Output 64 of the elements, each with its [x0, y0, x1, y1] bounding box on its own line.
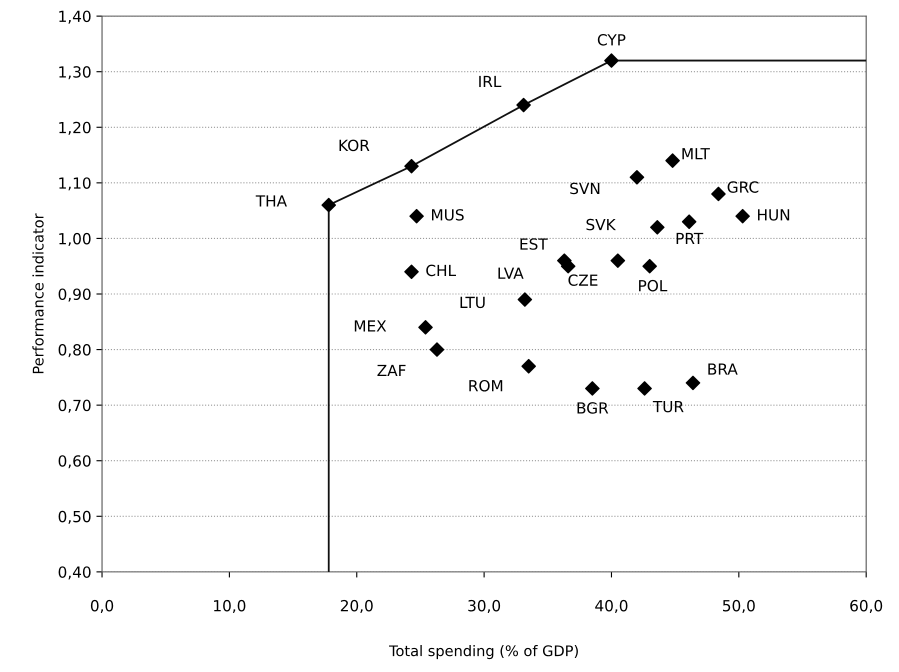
point [637, 381, 652, 396]
point [430, 342, 444, 357]
point [711, 186, 726, 202]
y-tick-label: 1,30 [59, 66, 91, 80]
x-tick-label: 0,0 [90, 600, 114, 614]
point [404, 264, 419, 280]
point [642, 258, 657, 274]
point [650, 220, 665, 235]
annotation: ZAF [377, 364, 406, 376]
y-axis-title: Performance indicator [32, 213, 44, 374]
point [516, 98, 531, 112]
y-tick-label: 1,00 [59, 232, 91, 246]
annotation: CHL [426, 264, 456, 276]
annotation: KOR [340, 140, 370, 152]
point [418, 320, 433, 335]
point [665, 153, 680, 168]
annotation: POL [639, 280, 668, 292]
annotation: LTU [460, 296, 485, 308]
x-tick-label: 60,0 [850, 600, 882, 614]
point [682, 214, 696, 230]
x-tick-label: 20,0 [340, 600, 373, 614]
point [321, 198, 336, 212]
point [604, 53, 619, 68]
annotation: SVK [586, 218, 616, 230]
annotation: PRT [676, 232, 704, 244]
annotation: ROM [469, 380, 502, 392]
annotation: HUN [758, 209, 790, 221]
point [735, 208, 750, 224]
point [610, 253, 626, 268]
y-tick-label: 0,50 [58, 510, 91, 524]
point [686, 376, 700, 390]
annotation: CYP [598, 34, 626, 46]
y-tick-label: 1,10 [59, 177, 91, 190]
point [409, 208, 424, 224]
annotation: SVN [570, 182, 600, 194]
x-tick-label: 10,0 [214, 600, 246, 614]
annotation: MUS [432, 209, 464, 221]
annotation: BRA [708, 363, 738, 375]
x-axis-title: Total spending (% of GDP) [389, 644, 578, 660]
annotation: THA [256, 195, 287, 207]
y-tick-label: 0,70 [58, 400, 91, 413]
point [585, 381, 600, 396]
annotation: IRL [479, 76, 502, 88]
y-tick-label: 0,90 [58, 288, 91, 302]
annotation: EST [520, 238, 548, 250]
y-tick-label: 0,80 [58, 344, 91, 358]
y-tick-label: 0,60 [58, 455, 91, 468]
x-tick-label: 40,0 [595, 600, 628, 614]
annotation: GRC [728, 181, 758, 193]
point [404, 158, 419, 174]
y-tick-label: 0,40 [58, 566, 91, 580]
point [521, 358, 536, 374]
point [630, 170, 644, 185]
annotation: BGR [578, 402, 608, 414]
y-tick-label: 1,20 [59, 122, 91, 135]
y-tick-label: 1,40 [59, 10, 91, 24]
annotation: MEX [354, 320, 386, 332]
annotation: CZE [568, 274, 598, 286]
x-tick-label: 30,0 [468, 600, 500, 614]
point [518, 292, 532, 307]
annotation: LVA [498, 268, 524, 279]
x-tick-label: 50,0 [723, 600, 755, 614]
annotation: MLT [682, 148, 710, 160]
annotation: TUR [652, 401, 684, 412]
